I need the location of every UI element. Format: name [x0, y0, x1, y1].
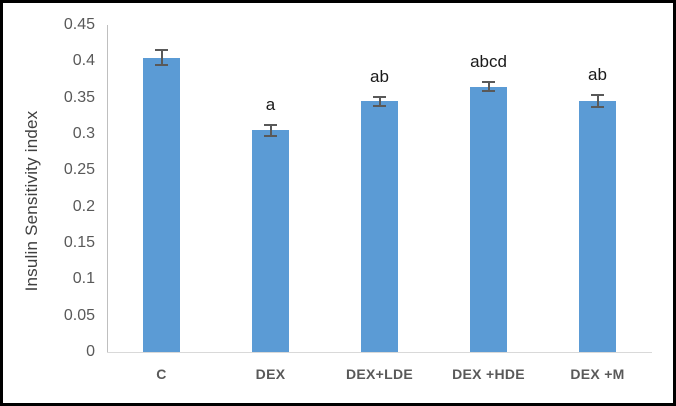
y-tick-label: 0.45 [63, 16, 95, 33]
error-bar-cap-top [264, 123, 277, 126]
bar-annotation: ab [370, 66, 389, 86]
bar-annotation: ab [588, 65, 607, 85]
error-bar-line [487, 82, 490, 92]
y-tick-label: 0.1 [72, 270, 95, 288]
bar [579, 101, 616, 352]
error-bar-cap-bottom [482, 90, 495, 93]
y-tick-label: 0.4 [72, 52, 95, 70]
y-tick-label: 0.2 [72, 197, 95, 215]
error-bar-cap-top [155, 49, 168, 52]
x-category-label: DEX [255, 366, 286, 382]
y-tick-label: 0.35 [63, 88, 95, 106]
x-category-label: DEX +M [570, 366, 625, 382]
y-tick-label: 0.25 [63, 161, 95, 179]
bar-annotation: abcd [470, 52, 507, 72]
error-bar-line [160, 50, 163, 65]
bar [470, 86, 507, 352]
y-tick-label: 0.05 [63, 306, 95, 324]
x-axis-baseline [107, 352, 652, 353]
error-bar-line [269, 124, 272, 137]
error-bar-cap-bottom [373, 104, 386, 107]
error-bar-cap-top [373, 95, 386, 98]
error-bar-cap-top [591, 94, 604, 97]
y-tick-label: 0 [86, 343, 95, 360]
y-axis-line [107, 25, 108, 352]
x-category-label: DEX +HDE [452, 366, 525, 382]
error-bar-cap-bottom [591, 106, 604, 109]
error-bar-cap-bottom [264, 135, 277, 138]
error-bar-cap-top [482, 81, 495, 84]
x-category-label: DEX+LDE [345, 366, 414, 382]
error-bar-line [378, 96, 381, 106]
y-tick-label: 0.3 [72, 125, 95, 142]
bar [143, 57, 180, 352]
y-tick-label: 0.15 [63, 234, 95, 251]
error-bar-cap-bottom [155, 63, 168, 66]
bar [252, 130, 289, 352]
error-bar-line [596, 95, 599, 108]
bar [361, 101, 398, 352]
bar-annotation: a [265, 94, 276, 114]
x-category-label: C [156, 366, 167, 382]
